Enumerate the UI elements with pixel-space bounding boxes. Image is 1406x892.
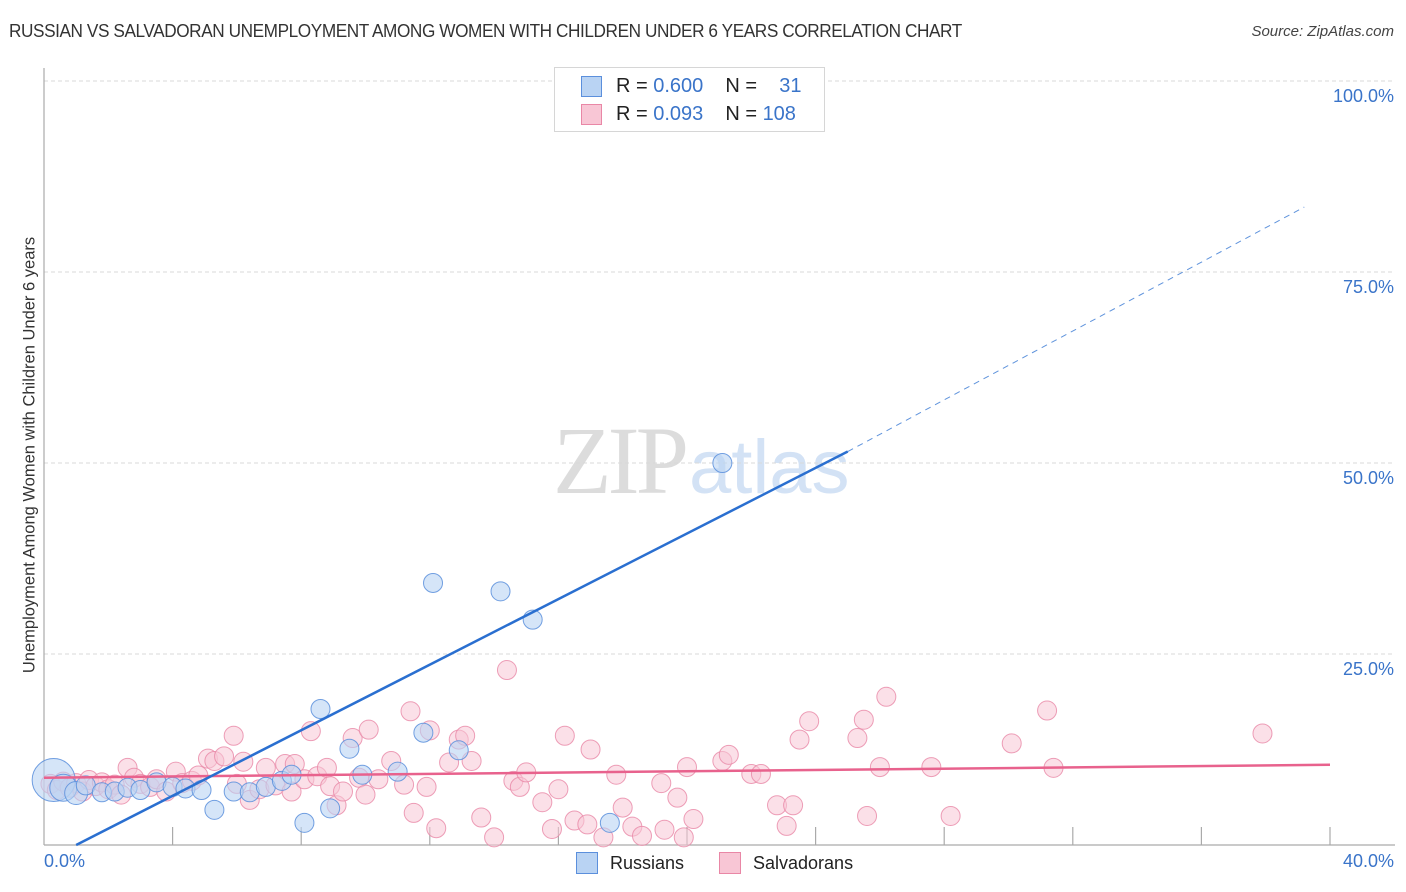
salvadoran-point <box>1037 700 1058 721</box>
russians-n-label: N = <box>725 74 757 97</box>
russians-r-value: 0.600 <box>653 74 704 97</box>
salvadorans-n-value: 108 <box>762 102 796 125</box>
salvadorans-legend-icon <box>719 852 741 874</box>
russians-trend-extension <box>847 206 1305 452</box>
salvadoran-point <box>847 728 868 749</box>
salvadorans-points <box>40 660 1273 848</box>
salvadoran-point <box>484 827 505 848</box>
salvadoran-point <box>776 815 797 836</box>
russians-r-label: R = <box>616 74 648 97</box>
salvadoran-point <box>461 750 482 771</box>
russian-point <box>130 779 151 800</box>
salvadoran-point <box>857 805 878 826</box>
russian-point <box>423 572 444 593</box>
russian-point <box>599 812 620 833</box>
salvadoran-point <box>471 807 492 828</box>
salvadoran-point <box>654 819 675 840</box>
russians-trend-line <box>75 450 849 847</box>
salvadoran-point <box>223 725 244 746</box>
russian-point <box>204 799 225 820</box>
y-tick-25: 25.0% <box>1342 659 1394 679</box>
y-tick-50: 50.0% <box>1342 468 1394 488</box>
salvadoran-point <box>358 719 379 740</box>
russians-points <box>31 69 733 833</box>
salvadoran-point <box>799 711 820 732</box>
russian-point <box>448 740 469 761</box>
russians-legend-label: Russians <box>610 852 685 873</box>
x-tick-40: 40.0% <box>1342 851 1394 871</box>
salvadorans-r-value: 0.093 <box>653 102 704 125</box>
russian-point <box>294 812 315 833</box>
salvadoran-point <box>541 818 562 839</box>
russian-point <box>310 699 331 720</box>
salvadoran-point <box>869 757 890 778</box>
salvadoran-point <box>940 805 961 826</box>
salvadoran-point <box>400 701 421 722</box>
x-tick-0: 0.0% <box>44 851 86 871</box>
y-axis-label: Unemployment Among Women with Children U… <box>20 236 39 674</box>
salvadoran-point <box>548 779 569 800</box>
salvadoran-point <box>554 725 575 746</box>
salvadorans-r-label: R = <box>616 102 648 125</box>
salvadoran-point <box>789 729 810 750</box>
salvadoran-point <box>1001 733 1022 754</box>
salvadoran-point <box>673 827 694 848</box>
legend-row-salvadorans: R = 0.093 N = 108 <box>581 100 796 128</box>
y-tick-75: 75.0% <box>1342 277 1394 297</box>
salvadoran-point <box>580 739 601 760</box>
salvadoran-point <box>403 802 424 823</box>
salvadorans-swatch-icon <box>581 103 602 125</box>
salvadoran-point <box>577 814 598 835</box>
salvadoran-point <box>214 746 235 767</box>
watermark-zip: ZIP <box>553 407 689 514</box>
salvadoran-point <box>416 776 437 797</box>
salvadoran-point <box>532 792 553 813</box>
bottom-legend-salvadorans[interactable]: Salvadorans <box>719 852 853 874</box>
salvadoran-point <box>750 763 771 784</box>
salvadorans-legend-label: Salvadorans <box>753 852 854 873</box>
salvadoran-point <box>783 795 804 816</box>
salvadoran-point <box>496 660 517 681</box>
salvadoran-point <box>921 757 942 778</box>
salvadorans-n-label: N = <box>725 102 757 125</box>
russian-point <box>490 581 511 602</box>
legend-row-russians: R = 0.600 N = 31 <box>581 72 801 100</box>
russians-swatch-icon <box>581 75 602 97</box>
salvadoran-point <box>718 744 739 765</box>
watermark: ZIPatlas <box>553 405 850 516</box>
salvadoran-point <box>853 709 874 730</box>
chart-title: RUSSIAN VS SALVADORAN UNEMPLOYMENT AMONG… <box>9 20 962 41</box>
source-label: Source: ZipAtlas.com <box>1251 23 1394 40</box>
bottom-legend-russians[interactable]: Russians <box>576 852 684 874</box>
salvadoran-point <box>631 825 652 846</box>
trend-lines <box>43 206 1331 847</box>
salvadoran-point <box>651 773 672 794</box>
salvadoran-point <box>876 686 897 707</box>
salvadoran-point <box>667 787 688 808</box>
y-tick-100: 100.0% <box>1332 86 1394 106</box>
russian-point <box>413 722 434 743</box>
salvadoran-point <box>355 784 376 805</box>
russian-point <box>339 738 360 759</box>
salvadoran-point <box>332 781 353 802</box>
russian-point <box>320 798 341 819</box>
russians-legend-icon <box>576 852 598 874</box>
russians-n-value: 31 <box>779 74 802 97</box>
salvadorans-trend-line <box>43 763 1331 780</box>
salvadoran-point <box>606 764 627 785</box>
salvadoran-point <box>1252 723 1273 744</box>
correlation-legend: R = 0.600 N = 31 R = 0.093 N = 108 <box>554 67 825 132</box>
salvadoran-point <box>677 757 697 778</box>
gridlines <box>44 80 1395 655</box>
salvadoran-point <box>426 818 447 839</box>
russian-point <box>712 453 733 473</box>
salvadoran-point <box>683 809 704 830</box>
russian-point <box>387 761 408 782</box>
salvadoran-point <box>612 797 633 818</box>
